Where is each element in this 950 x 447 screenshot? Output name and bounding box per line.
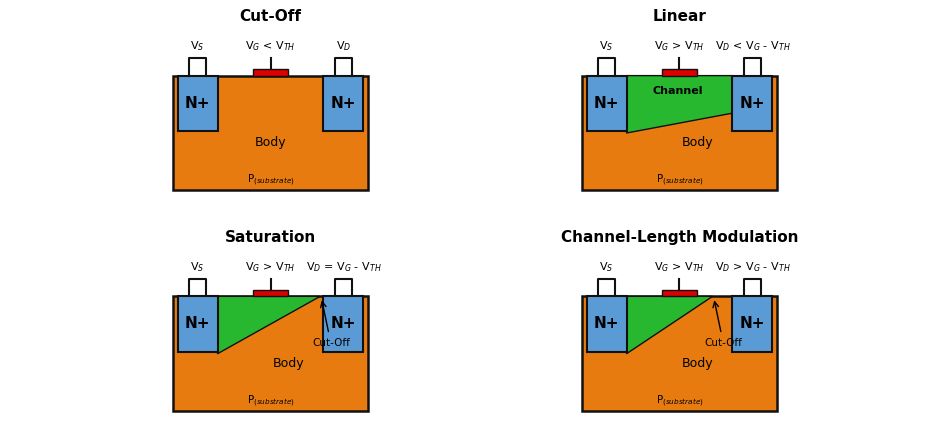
Text: V$_{G}$ > V$_{TH}$: V$_{G}$ > V$_{TH}$	[655, 39, 705, 53]
Bar	[178, 296, 218, 351]
Bar	[587, 76, 626, 131]
Text: N+: N+	[740, 96, 765, 111]
Text: Body: Body	[681, 357, 712, 370]
Text: V$_{S}$: V$_{S}$	[599, 260, 614, 274]
Bar	[662, 69, 697, 76]
Text: P$_{(substrate)}$: P$_{(substrate)}$	[656, 173, 703, 188]
Polygon shape	[626, 296, 712, 354]
Text: P$_{(substrate)}$: P$_{(substrate)}$	[247, 173, 294, 188]
Bar	[587, 296, 626, 351]
Bar	[582, 76, 776, 190]
Text: V$_{G}$ < V$_{TH}$: V$_{G}$ < V$_{TH}$	[245, 39, 295, 53]
Text: N+: N+	[740, 316, 765, 331]
Bar	[253, 69, 288, 76]
Text: V$_{D}$ > V$_{G}$ - V$_{TH}$: V$_{D}$ > V$_{G}$ - V$_{TH}$	[714, 260, 790, 274]
Bar	[324, 296, 363, 351]
Bar	[582, 296, 776, 411]
Text: V$_{D}$ < V$_{G}$ - V$_{TH}$: V$_{D}$ < V$_{G}$ - V$_{TH}$	[714, 39, 790, 53]
Polygon shape	[626, 76, 732, 133]
Text: N+: N+	[185, 96, 210, 111]
Text: Cut-Off: Cut-Off	[313, 337, 351, 348]
Bar	[178, 76, 218, 131]
Text: N+: N+	[331, 316, 356, 331]
Text: N+: N+	[594, 316, 619, 331]
Text: Body: Body	[681, 136, 712, 149]
Bar	[174, 76, 368, 190]
Text: Saturation: Saturation	[225, 230, 316, 245]
Text: N+: N+	[331, 96, 356, 111]
Text: Channel: Channel	[652, 86, 703, 96]
Text: Cut-Off: Cut-Off	[239, 9, 301, 25]
Text: V$_{G}$ > V$_{TH}$: V$_{G}$ > V$_{TH}$	[655, 260, 705, 274]
Text: V$_{S}$: V$_{S}$	[599, 39, 614, 53]
Text: Body: Body	[273, 357, 304, 370]
Text: N+: N+	[185, 316, 210, 331]
Bar	[732, 76, 772, 131]
Text: V$_{S}$: V$_{S}$	[190, 39, 205, 53]
Text: V$_{G}$ > V$_{TH}$: V$_{G}$ > V$_{TH}$	[245, 260, 295, 274]
Text: Body: Body	[255, 136, 286, 149]
Text: Channel-Length Modulation: Channel-Length Modulation	[560, 230, 798, 245]
Text: P$_{(substrate)}$: P$_{(substrate)}$	[656, 393, 703, 409]
Text: N+: N+	[594, 96, 619, 111]
Bar	[732, 296, 772, 351]
Bar	[174, 296, 368, 411]
Text: Linear: Linear	[653, 9, 707, 25]
Text: V$_{S}$: V$_{S}$	[190, 260, 205, 274]
Polygon shape	[218, 296, 320, 354]
Text: Cut-Off: Cut-Off	[705, 337, 743, 348]
Bar	[662, 290, 697, 296]
Bar	[253, 290, 288, 296]
Text: V$_{D}$ = V$_{G}$ - V$_{TH}$: V$_{D}$ = V$_{G}$ - V$_{TH}$	[306, 260, 381, 274]
Text: P$_{(substrate)}$: P$_{(substrate)}$	[247, 393, 294, 409]
Text: V$_{D}$: V$_{D}$	[335, 39, 351, 53]
Bar	[324, 76, 363, 131]
